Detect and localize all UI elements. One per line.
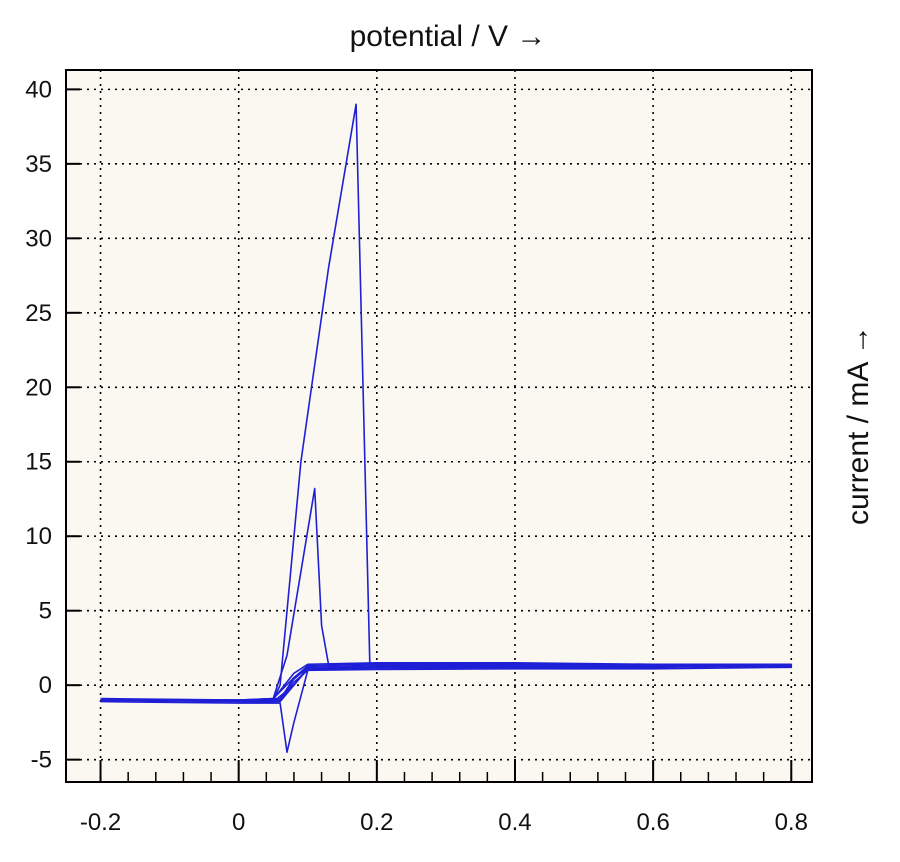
y-tick-label: 5	[39, 598, 52, 625]
y-tick-label: 15	[25, 449, 52, 476]
plot-area-background	[66, 70, 812, 782]
data-series-group	[100, 103, 793, 754]
y-tick-label: 25	[25, 300, 52, 327]
y-tick-label: 10	[25, 523, 52, 550]
axis-ticks	[66, 88, 793, 782]
y-tick-label: 30	[25, 225, 52, 252]
y-tick-label: 40	[25, 76, 52, 103]
y-tick-label: 0	[39, 672, 52, 699]
tick-labels: -0.2 0 0.2 0.4 0.6 0.8 -5 0 5 10 15 20 25 30 35 40	[25, 76, 808, 836]
x-tick-label: 0.2	[360, 809, 393, 836]
plot-area-frame	[65, 69, 813, 783]
x-tick-label: -0.2	[80, 809, 121, 836]
y-tick-label: 35	[25, 151, 52, 178]
x-tick-label: 0.4	[498, 809, 531, 836]
x-axis-title: potential / V →	[350, 20, 547, 53]
y-axis-title: current / mA →	[842, 325, 875, 525]
y-tick-label: 20	[25, 374, 52, 401]
x-tick-label: 0.8	[775, 809, 808, 836]
cv-cycle-line-5	[100, 661, 793, 702]
grid-lines	[66, 70, 812, 782]
cv-cycle-line-4	[100, 663, 793, 702]
x-tick-label: 0	[232, 809, 245, 836]
y-tick-label: -5	[31, 747, 52, 774]
x-tick-label: 0.6	[636, 809, 669, 836]
